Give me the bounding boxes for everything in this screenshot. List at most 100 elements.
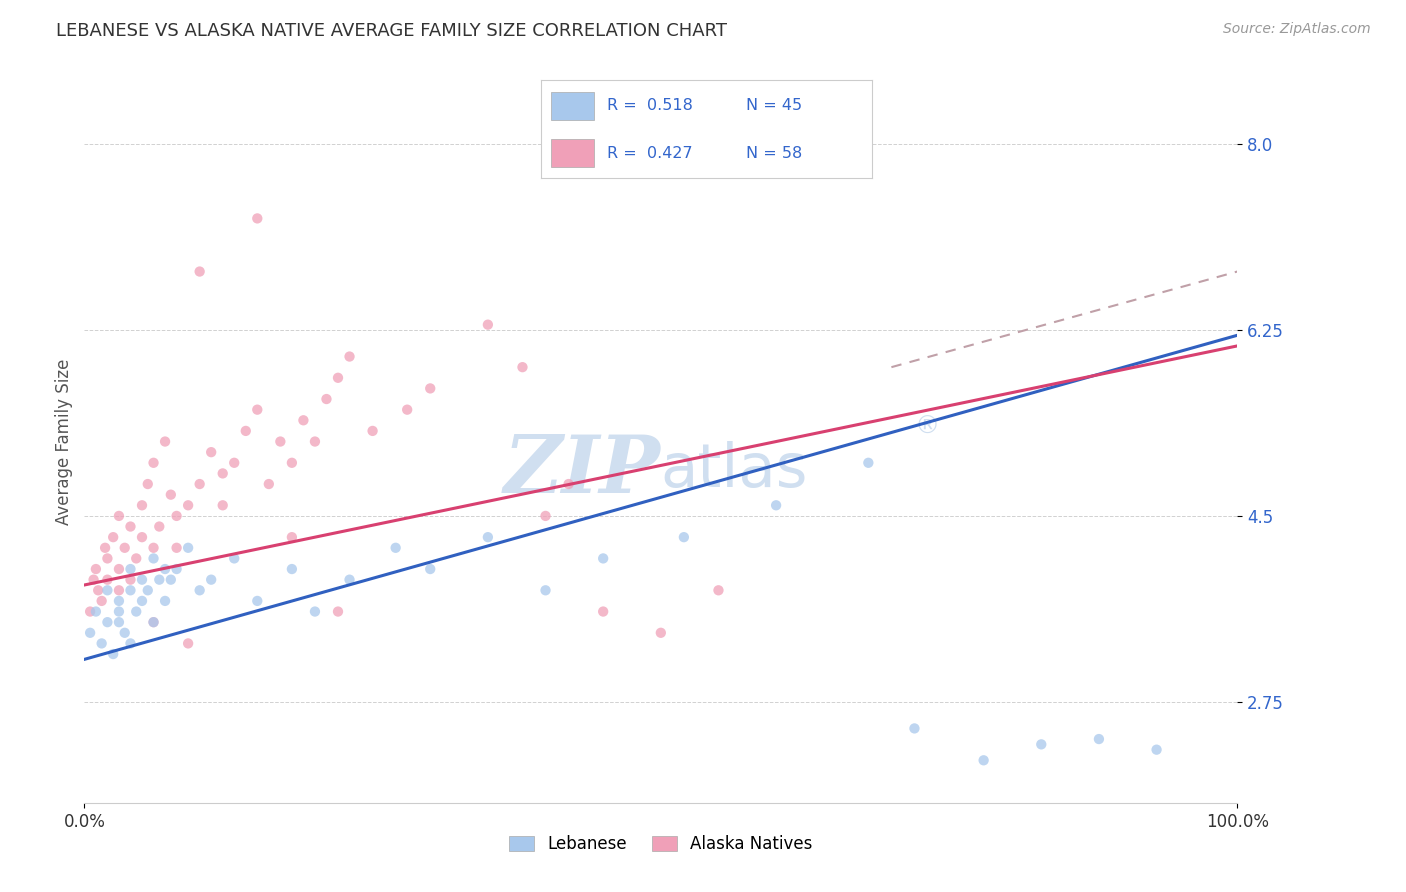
- Point: [153, 434, 176, 449]
- Point: [1088, 732, 1111, 747]
- Point: [142, 541, 165, 555]
- Point: [650, 625, 672, 640]
- Point: [592, 605, 614, 619]
- Point: [211, 467, 233, 481]
- Point: [903, 722, 925, 736]
- Point: [339, 350, 361, 364]
- Point: [477, 530, 499, 544]
- Text: LEBANESE VS ALASKA NATIVE AVERAGE FAMILY SIZE CORRELATION CHART: LEBANESE VS ALASKA NATIVE AVERAGE FAMILY…: [56, 22, 727, 40]
- Point: [858, 456, 880, 470]
- Point: [281, 530, 304, 544]
- Point: [108, 562, 131, 576]
- Point: [177, 636, 200, 650]
- Point: [120, 636, 142, 650]
- Point: [396, 402, 419, 417]
- Point: [120, 562, 142, 576]
- Point: [160, 573, 183, 587]
- Text: atlas: atlas: [661, 441, 808, 500]
- Point: [125, 551, 148, 566]
- Point: [672, 530, 695, 544]
- FancyBboxPatch shape: [551, 92, 595, 120]
- Point: [125, 605, 148, 619]
- Point: [200, 445, 222, 459]
- Point: [142, 615, 165, 630]
- Point: [120, 573, 142, 587]
- Text: ®: ®: [914, 415, 939, 439]
- Point: [160, 488, 183, 502]
- Point: [707, 583, 730, 598]
- Point: [188, 477, 211, 491]
- Point: [246, 402, 269, 417]
- Text: N = 58: N = 58: [747, 146, 803, 161]
- Point: [292, 413, 315, 427]
- Point: [188, 583, 211, 598]
- Point: [281, 456, 304, 470]
- Text: R =  0.427: R = 0.427: [607, 146, 693, 161]
- Point: [246, 594, 269, 608]
- Point: [131, 573, 153, 587]
- Point: [142, 551, 165, 566]
- Point: [315, 392, 337, 406]
- Point: [211, 498, 233, 512]
- Point: [108, 615, 131, 630]
- Point: [90, 636, 112, 650]
- Point: [84, 562, 107, 576]
- Point: [142, 615, 165, 630]
- Point: [269, 434, 291, 449]
- Point: [131, 594, 153, 608]
- Point: [114, 625, 136, 640]
- Point: [384, 541, 406, 555]
- Point: [166, 541, 188, 555]
- Point: [361, 424, 384, 438]
- Point: [224, 551, 246, 566]
- Point: [136, 477, 159, 491]
- Legend: Lebanese, Alaska Natives: Lebanese, Alaska Natives: [502, 828, 820, 860]
- Point: [136, 583, 159, 598]
- Point: [235, 424, 257, 438]
- Point: [419, 562, 441, 576]
- Point: [534, 508, 557, 523]
- Point: [87, 583, 110, 598]
- Point: [326, 371, 349, 385]
- Point: [90, 594, 112, 608]
- Point: [304, 605, 326, 619]
- Point: [79, 625, 101, 640]
- Point: [224, 456, 246, 470]
- Point: [120, 583, 142, 598]
- Point: [103, 530, 124, 544]
- Point: [1031, 737, 1053, 751]
- Point: [177, 541, 200, 555]
- Point: [419, 381, 441, 395]
- Point: [765, 498, 787, 512]
- Y-axis label: Average Family Size: Average Family Size: [55, 359, 73, 524]
- Point: [148, 519, 170, 533]
- Point: [153, 562, 176, 576]
- Point: [1146, 742, 1168, 756]
- Point: [96, 615, 118, 630]
- Point: [177, 498, 200, 512]
- Point: [94, 541, 117, 555]
- Text: N = 45: N = 45: [747, 98, 803, 112]
- Point: [131, 498, 153, 512]
- Point: [512, 360, 534, 375]
- Point: [148, 573, 170, 587]
- Point: [120, 519, 142, 533]
- Point: [188, 264, 211, 278]
- Point: [973, 753, 995, 767]
- Point: [96, 551, 118, 566]
- Point: [142, 456, 165, 470]
- Text: R =  0.518: R = 0.518: [607, 98, 693, 112]
- Point: [84, 605, 107, 619]
- Point: [557, 477, 579, 491]
- Point: [339, 573, 361, 587]
- Point: [108, 508, 131, 523]
- Point: [153, 594, 176, 608]
- Point: [281, 562, 304, 576]
- FancyBboxPatch shape: [551, 139, 595, 167]
- Point: [304, 434, 326, 449]
- Point: [108, 583, 131, 598]
- Point: [131, 530, 153, 544]
- Point: [79, 605, 101, 619]
- Point: [114, 541, 136, 555]
- Point: [108, 605, 131, 619]
